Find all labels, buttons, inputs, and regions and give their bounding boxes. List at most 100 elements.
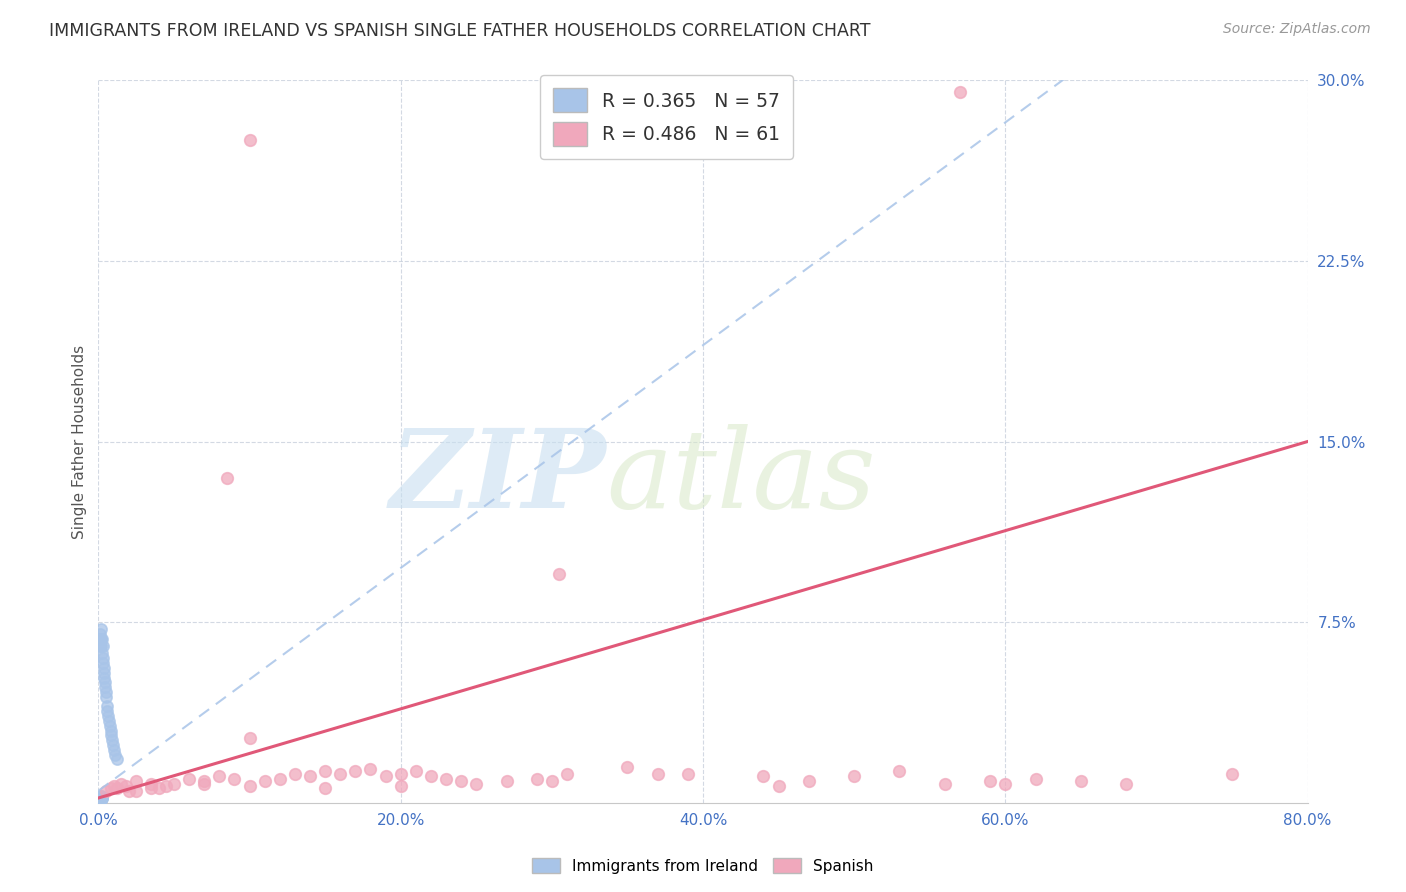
Point xyxy=(768,779,790,793)
Point xyxy=(105,781,128,796)
Point xyxy=(89,639,111,653)
Point xyxy=(253,774,276,789)
Point xyxy=(465,776,488,790)
Point xyxy=(239,731,262,745)
Point xyxy=(91,791,114,805)
Point xyxy=(495,774,517,789)
Text: ZIP: ZIP xyxy=(389,424,606,532)
Point xyxy=(94,784,117,798)
Point xyxy=(193,774,215,789)
Point xyxy=(434,772,457,786)
Point xyxy=(1115,776,1137,790)
Point xyxy=(98,714,121,728)
Point xyxy=(94,680,117,694)
Point xyxy=(89,791,111,805)
Point xyxy=(676,767,699,781)
Point xyxy=(389,779,412,793)
Point xyxy=(616,760,638,774)
Point xyxy=(125,784,148,798)
Point xyxy=(90,793,112,807)
Point xyxy=(90,639,112,653)
Point xyxy=(284,767,307,781)
Point xyxy=(110,776,132,790)
Point xyxy=(299,769,322,783)
Point xyxy=(96,704,118,718)
Point xyxy=(91,791,114,805)
Point xyxy=(125,774,148,789)
Point xyxy=(752,769,775,783)
Point xyxy=(1220,767,1243,781)
Point xyxy=(90,632,112,646)
Point xyxy=(193,776,215,790)
Point xyxy=(89,792,111,806)
Point xyxy=(141,781,163,796)
Point xyxy=(889,764,911,779)
Point xyxy=(208,769,231,783)
Point xyxy=(93,665,115,680)
Point xyxy=(87,794,110,808)
Point xyxy=(148,781,170,796)
Point xyxy=(103,743,125,757)
Point xyxy=(314,781,336,796)
Legend: Immigrants from Ireland, Spanish: Immigrants from Ireland, Spanish xyxy=(526,852,880,880)
Point xyxy=(89,627,111,641)
Point xyxy=(239,133,262,147)
Point xyxy=(374,769,396,783)
Point xyxy=(540,774,562,789)
Point xyxy=(89,791,111,805)
Point xyxy=(934,776,956,790)
Point xyxy=(89,792,111,806)
Point xyxy=(100,723,122,738)
Point xyxy=(89,795,111,809)
Text: Source: ZipAtlas.com: Source: ZipAtlas.com xyxy=(1223,22,1371,37)
Point xyxy=(100,728,122,742)
Point xyxy=(90,789,112,804)
Point xyxy=(90,647,112,661)
Point xyxy=(89,791,111,805)
Point xyxy=(104,747,127,762)
Point xyxy=(141,776,163,790)
Point xyxy=(979,774,1001,789)
Point xyxy=(89,632,111,646)
Point xyxy=(797,774,820,789)
Point xyxy=(360,762,382,776)
Point xyxy=(100,781,122,796)
Point xyxy=(90,789,112,804)
Point xyxy=(844,769,866,783)
Legend: R = 0.365   N = 57, R = 0.486   N = 61: R = 0.365 N = 57, R = 0.486 N = 61 xyxy=(540,75,793,159)
Point xyxy=(329,767,352,781)
Point xyxy=(89,793,111,807)
Point xyxy=(555,767,578,781)
Text: atlas: atlas xyxy=(606,424,876,532)
Point xyxy=(114,779,136,793)
Point xyxy=(91,632,114,646)
Point xyxy=(89,794,111,808)
Point xyxy=(994,776,1017,790)
Point xyxy=(949,85,972,99)
Point xyxy=(224,772,246,786)
Point xyxy=(1024,772,1046,786)
Point xyxy=(526,772,548,786)
Point xyxy=(98,719,121,733)
Point xyxy=(389,767,412,781)
Point xyxy=(97,709,120,723)
Point xyxy=(450,774,472,789)
Point xyxy=(103,779,125,793)
Point xyxy=(91,651,114,665)
Point xyxy=(215,470,238,484)
Point xyxy=(269,772,291,786)
Point xyxy=(647,767,669,781)
Point xyxy=(155,779,177,793)
Point xyxy=(94,690,117,704)
Point xyxy=(101,738,124,752)
Point xyxy=(89,794,111,808)
Point xyxy=(90,789,112,803)
Point xyxy=(89,792,111,806)
Point xyxy=(93,671,115,685)
Point xyxy=(179,772,201,786)
Point xyxy=(548,567,571,582)
Point xyxy=(89,793,111,807)
Text: IMMIGRANTS FROM IRELAND VS SPANISH SINGLE FATHER HOUSEHOLDS CORRELATION CHART: IMMIGRANTS FROM IRELAND VS SPANISH SINGL… xyxy=(49,22,870,40)
Point xyxy=(163,776,186,790)
Point xyxy=(405,764,427,779)
